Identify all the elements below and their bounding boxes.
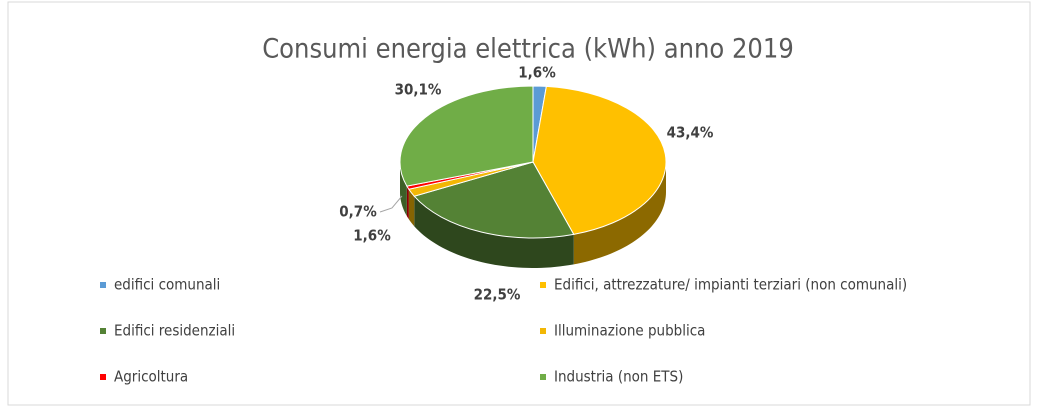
legend-swatch <box>540 374 546 380</box>
legend-label: Illuminazione pubblica <box>554 322 705 340</box>
legend-swatch <box>540 328 546 334</box>
legend-label: Agricoltura <box>114 368 188 386</box>
slice-side <box>573 162 666 265</box>
legend-swatch <box>100 282 106 288</box>
data-label: 1,6% <box>518 64 556 82</box>
slice-side <box>406 186 409 220</box>
data-label: 43,4% <box>667 124 714 142</box>
leader-line <box>379 195 403 213</box>
legend-label: Industria (non ETS) <box>554 368 683 386</box>
legend-swatch <box>100 374 106 380</box>
legend-swatch <box>100 328 106 334</box>
slice <box>399 85 534 187</box>
slice-side <box>408 189 415 227</box>
slice <box>413 161 575 239</box>
data-label: 1,6% <box>353 227 391 245</box>
data-label: 22,5% <box>474 286 521 304</box>
slice <box>532 85 667 235</box>
data-label: 0,7% <box>339 203 377 221</box>
chart-title: Consumi energia elettrica (kWh) anno 201… <box>262 34 794 65</box>
legend-label: edifici comunali <box>114 276 220 294</box>
slice-side <box>414 196 574 268</box>
legend-label: Edifici residenziali <box>114 322 235 340</box>
data-label: 30,1% <box>395 81 442 99</box>
legend-label: Edifici, attrezzature/ impianti terziari… <box>554 276 907 294</box>
legend-swatch <box>540 282 546 288</box>
